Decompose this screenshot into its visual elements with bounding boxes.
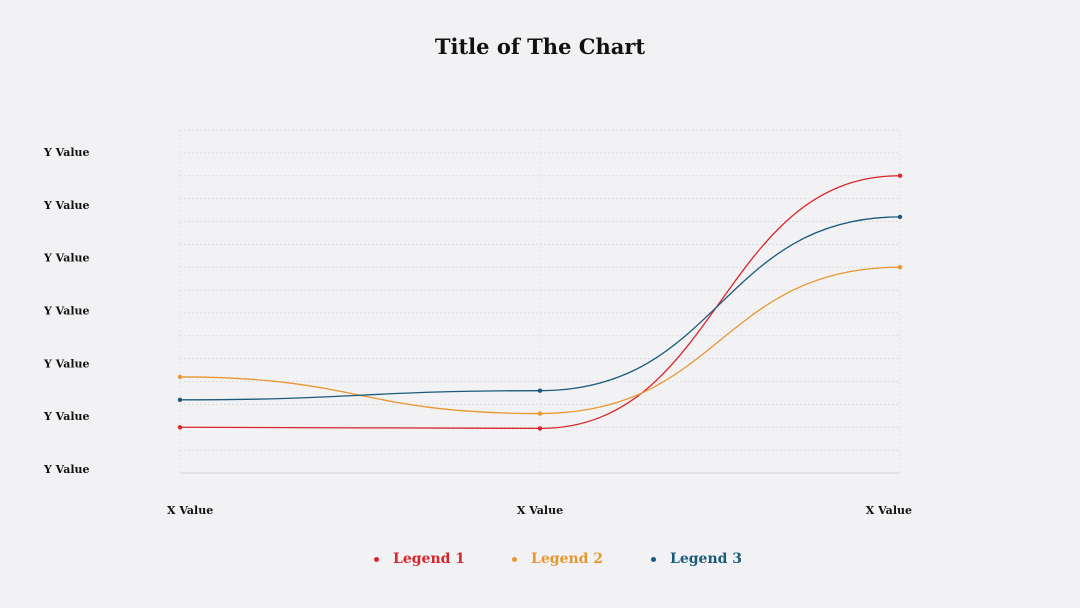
series-group [177,173,903,431]
legend-label: Legend 2 [531,551,604,567]
data-point [537,426,543,431]
legend-label: Legend 1 [393,551,466,567]
x-tick-label: X Value [517,504,563,517]
y-tick-label: Y Value [43,357,90,370]
data-point [897,214,903,220]
y-tick-label: Y Value [43,199,90,212]
series-line [179,216,901,401]
x-tick-label: X Value [866,504,912,517]
legend-item: Legend 1 [374,548,465,570]
legend-dot-icon [512,556,517,562]
legend-label: Legend 3 [670,551,743,567]
legend-item: Legend 3 [651,548,742,570]
y-axis-labels: Y Value Y Value Y Value Y Value Y Value Y Val… [43,146,90,476]
data-point [177,425,183,430]
legend-dot-icon [651,556,656,562]
chart-title: Title of The Chart [434,34,646,59]
y-tick-label: Y Value [43,463,90,476]
data-point [537,388,543,393]
legend-dot-icon [374,556,379,562]
x-axis-labels: X Value X Value X Value [167,504,912,517]
y-tick-label: Y Value [43,252,90,265]
legend-item: Legend 2 [512,548,603,570]
y-tick-label: Y Value [43,305,90,318]
data-point [177,374,183,380]
series-line [179,266,901,415]
data-point [537,411,543,416]
gridlines [179,129,901,474]
chart-legend: Legend 1 Legend 2 Legend 3 [0,548,1080,570]
data-point [897,173,903,178]
series-line [179,175,901,430]
y-tick-label: Y Value [43,146,90,159]
y-tick-label: Y Value [43,410,90,423]
x-tick-label: X Value [167,504,213,517]
data-point [177,397,183,403]
data-point [897,265,903,270]
